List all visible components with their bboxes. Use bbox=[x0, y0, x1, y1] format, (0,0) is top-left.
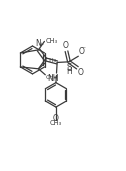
Text: CH₃: CH₃ bbox=[46, 75, 57, 80]
Text: O: O bbox=[63, 41, 69, 50]
Text: CH₃: CH₃ bbox=[46, 58, 57, 63]
Text: CH₃: CH₃ bbox=[46, 38, 58, 44]
Text: CH₃: CH₃ bbox=[50, 120, 62, 126]
Text: N: N bbox=[35, 39, 41, 48]
Text: ⁻: ⁻ bbox=[81, 44, 85, 54]
Text: S: S bbox=[66, 63, 72, 72]
Text: O: O bbox=[53, 114, 59, 123]
Text: NH: NH bbox=[47, 74, 59, 83]
Text: +: + bbox=[38, 42, 43, 47]
Text: O: O bbox=[78, 68, 84, 77]
Text: O: O bbox=[79, 47, 85, 56]
Text: H: H bbox=[66, 67, 72, 76]
